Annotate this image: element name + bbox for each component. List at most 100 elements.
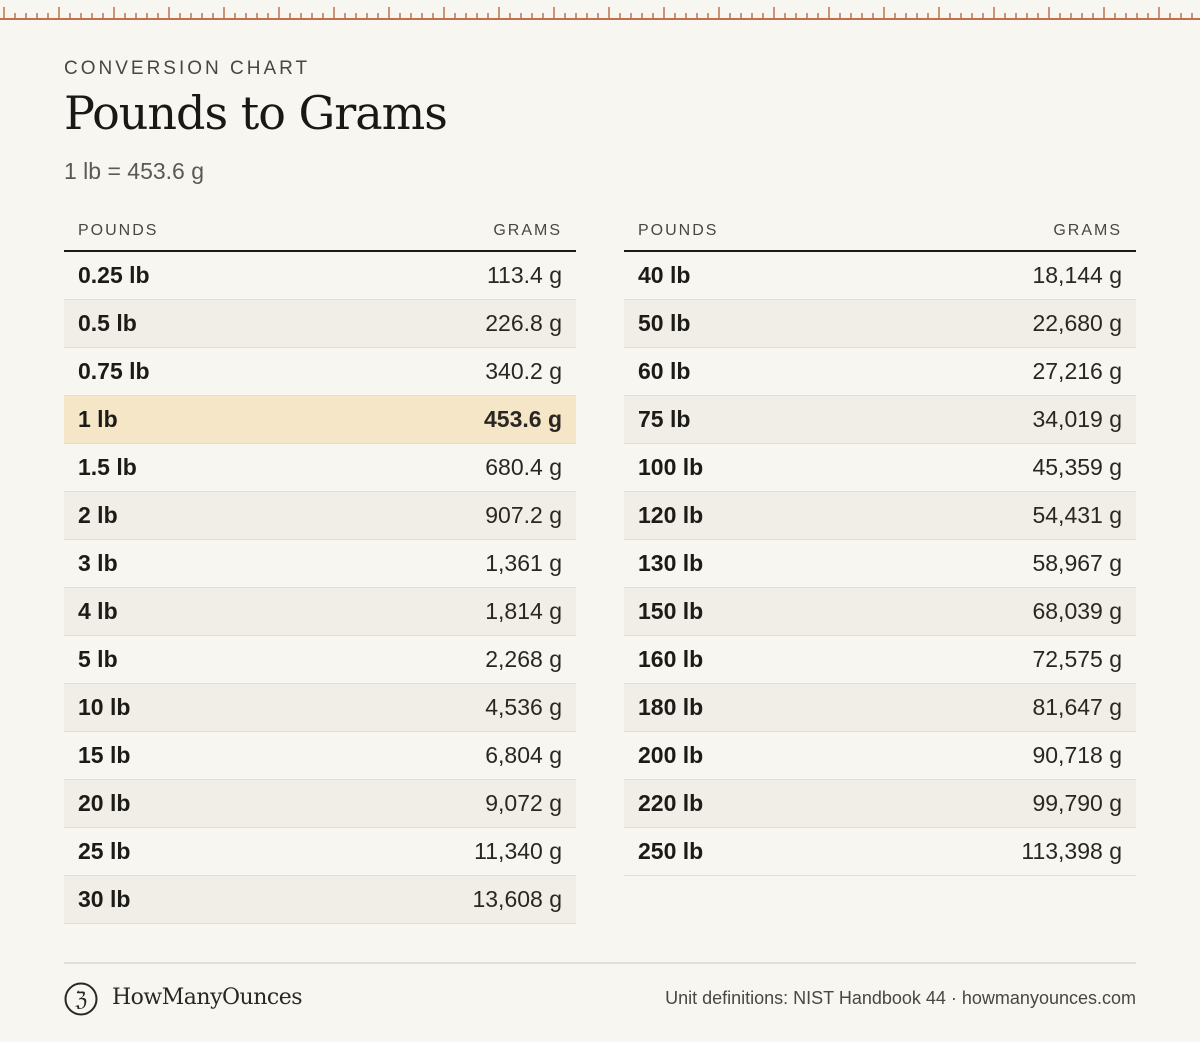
grams-cell: 340.2 g (485, 358, 562, 384)
table-row: 0.75 lb 340.2 g (64, 348, 576, 396)
pounds-cell: 0.5 lb (78, 310, 137, 336)
table-row: 2 lb 907.2 g (64, 492, 576, 540)
pounds-cell: 1.5 lb (78, 454, 137, 480)
pounds-cell: 220 lb (638, 790, 704, 816)
grams-cell: 4,536 g (485, 694, 562, 720)
grams-cell: 90,718 g (1032, 742, 1122, 768)
pounds-cell: 5 lb (78, 646, 118, 672)
grams-cell: 113,398 g (1021, 838, 1122, 864)
grams-cell: 680.4 g (485, 454, 562, 480)
page-title: Pounds to Grams (64, 86, 448, 140)
source-note: Unit definitions: NIST Handbook 44 · how… (665, 988, 1136, 1008)
grams-cell: 2,268 g (485, 646, 562, 672)
grams-cell: 34,019 g (1032, 406, 1122, 432)
table-row: 1 lb 453.6 g (64, 396, 576, 444)
pounds-cell: 25 lb (78, 838, 131, 864)
grams-cell: 11,340 g (474, 838, 562, 864)
table-body: 40 lb 18,144 g 50 lb 22,680 g 60 lb 27,216 g 7… (624, 252, 1136, 876)
brand-name: HowManyOunces (112, 985, 303, 1010)
column-header-pounds: POUNDS (78, 222, 159, 239)
pounds-cell: 3 lb (78, 550, 118, 576)
grams-cell: 72,575 g (1032, 646, 1122, 672)
grams-cell: 99,790 g (1032, 790, 1122, 816)
grams-cell: 27,216 g (1032, 358, 1122, 384)
column-header-pounds: POUNDS (638, 222, 719, 239)
grams-cell: 1,361 g (485, 550, 562, 576)
conversion-factor: 1 lb = 453.6 g (64, 158, 205, 184)
pounds-cell: 100 lb (638, 454, 704, 480)
pounds-cell: 40 lb (638, 262, 691, 288)
table-row: 0.5 lb 226.8 g (64, 300, 576, 348)
table-row: 60 lb 27,216 g (624, 348, 1136, 396)
table-row: 150 lb 68,039 g (624, 588, 1136, 636)
table-row: 220 lb 99,790 g (624, 780, 1136, 828)
grams-cell: 22,680 g (1032, 310, 1122, 336)
column-header-grams: GRAMS (1053, 222, 1122, 239)
grams-cell: 54,431 g (1032, 502, 1122, 528)
ruler-decoration (0, 7, 1200, 20)
table-row: 0.25 lb 113.4 g (64, 252, 576, 300)
table-row: 75 lb 34,019 g (624, 396, 1136, 444)
pounds-cell: 75 lb (638, 406, 691, 432)
table-header: POUNDS GRAMS (64, 212, 576, 252)
table-row: 10 lb 4,536 g (64, 684, 576, 732)
table-row: 5 lb 2,268 g (64, 636, 576, 684)
grams-cell: 45,359 g (1032, 454, 1122, 480)
pounds-cell: 0.75 lb (78, 358, 150, 384)
table-row: 20 lb 9,072 g (64, 780, 576, 828)
pounds-cell: 15 lb (78, 742, 131, 768)
footer-divider (64, 962, 1136, 964)
grams-cell: 58,967 g (1032, 550, 1122, 576)
pounds-cell: 1 lb (78, 406, 118, 432)
table-body: 0.25 lb 113.4 g 0.5 lb 226.8 g 0.75 lb 340.2 … (64, 252, 576, 924)
column-header-grams: GRAMS (493, 222, 562, 239)
table-row: 130 lb 58,967 g (624, 540, 1136, 588)
pounds-cell: 50 lb (638, 310, 691, 336)
grams-cell: 226.8 g (485, 310, 562, 336)
table-row: 200 lb 90,718 g (624, 732, 1136, 780)
table-row: 15 lb 6,804 g (64, 732, 576, 780)
grams-cell: 81,647 g (1032, 694, 1122, 720)
table-row: 160 lb 72,575 g (624, 636, 1136, 684)
pounds-cell: 20 lb (78, 790, 131, 816)
table-row: 180 lb 81,647 g (624, 684, 1136, 732)
table-row: 40 lb 18,144 g (624, 252, 1136, 300)
pounds-cell: 250 lb (638, 838, 704, 864)
pounds-cell: 180 lb (638, 694, 704, 720)
pounds-cell: 0.25 lb (78, 262, 150, 288)
grams-cell: 18,144 g (1032, 262, 1122, 288)
table-row: 250 lb 113,398 g (624, 828, 1136, 876)
table-header: POUNDS GRAMS (624, 212, 1136, 252)
grams-cell: 13,608 g (472, 886, 562, 912)
pounds-cell: 2 lb (78, 502, 118, 528)
table-row: 25 lb 11,340 g (64, 828, 576, 876)
pounds-cell: 30 lb (78, 886, 131, 912)
table-row: 120 lb 54,431 g (624, 492, 1136, 540)
grams-cell: 907.2 g (485, 502, 562, 528)
pounds-cell: 160 lb (638, 646, 704, 672)
grams-cell: 453.6 g (484, 406, 562, 432)
table-row: 4 lb 1,814 g (64, 588, 576, 636)
conversion-table-left: POUNDS GRAMS 0.25 lb 113.4 g 0.5 lb 226.8 g… (64, 212, 576, 924)
logo-glyph: ℨ (75, 987, 87, 1011)
pounds-cell: 60 lb (638, 358, 691, 384)
table-row: 1.5 lb 680.4 g (64, 444, 576, 492)
table-row: 100 lb 45,359 g (624, 444, 1136, 492)
grams-cell: 113.4 g (486, 262, 562, 288)
pounds-cell: 4 lb (78, 598, 118, 624)
grams-cell: 68,039 g (1032, 598, 1122, 624)
grams-cell: 1,814 g (485, 598, 562, 624)
grams-cell: 9,072 g (485, 790, 562, 816)
pounds-cell: 10 lb (78, 694, 131, 720)
table-row: 3 lb 1,361 g (64, 540, 576, 588)
pounds-cell: 150 lb (638, 598, 704, 624)
pounds-cell: 130 lb (638, 550, 704, 576)
pounds-cell: 200 lb (638, 742, 704, 768)
pounds-cell: 120 lb (638, 502, 704, 528)
grams-cell: 6,804 g (485, 742, 562, 768)
conversion-table-right: POUNDS GRAMS 40 lb 18,144 g 50 lb 22,680 g 6… (624, 212, 1136, 876)
scale-logo-icon: ℨ (64, 982, 98, 1016)
table-row: 30 lb 13,608 g (64, 876, 576, 924)
table-row: 50 lb 22,680 g (624, 300, 1136, 348)
eyebrow-label: CONVERSION CHART (64, 58, 311, 79)
